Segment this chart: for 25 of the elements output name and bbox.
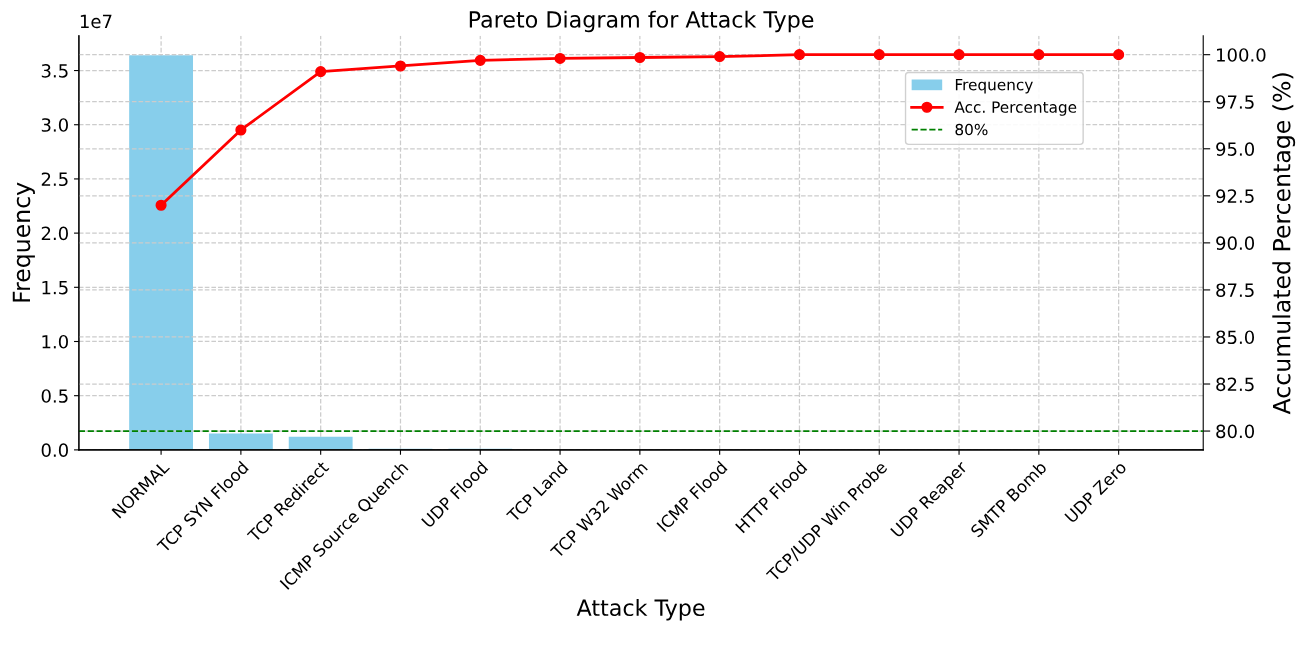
y-tick-label: 3.0 [41,118,68,132]
y2-tick-label: 87.5 [1216,283,1254,298]
y-tick-label: 1.5 [42,281,68,295]
y2-axis-title: Accumulated Percentage (%) [1272,73,1296,415]
y-tick-label: 0.5 [41,389,68,403]
y2-tick-label: 82.5 [1216,377,1254,392]
y-tick-label: 0.0 [41,443,68,457]
y2-tick-label: 85.0 [1216,330,1255,345]
y2-tick-label: 100.0 [1217,48,1266,62]
y2-tick-label: 92.5 [1216,189,1254,203]
legend-label: 80% [955,123,988,136]
y-tick-label: 3.5 [41,64,68,78]
chart-title: Pareto Diagram for Attack Type [469,10,814,33]
x-axis-title: Attack Type [576,598,705,621]
legend-label: Acc. Percentage [954,101,1077,116]
y2-tick-label: 90.0 [1216,236,1255,250]
y2-tick-label: 95.0 [1216,142,1255,156]
y2-tick-label: 80.0 [1216,424,1255,439]
y2-tick-label: 97.5 [1216,95,1254,109]
y-axis-title: Frequency [12,182,35,302]
y-tick-label: 2.5 [41,172,68,187]
y-tick-label: 1.0 [42,334,68,349]
y-tick-label: 2.0 [41,226,68,241]
text: 1e7 [80,14,112,29]
legend-label: Frequency [955,79,1033,94]
